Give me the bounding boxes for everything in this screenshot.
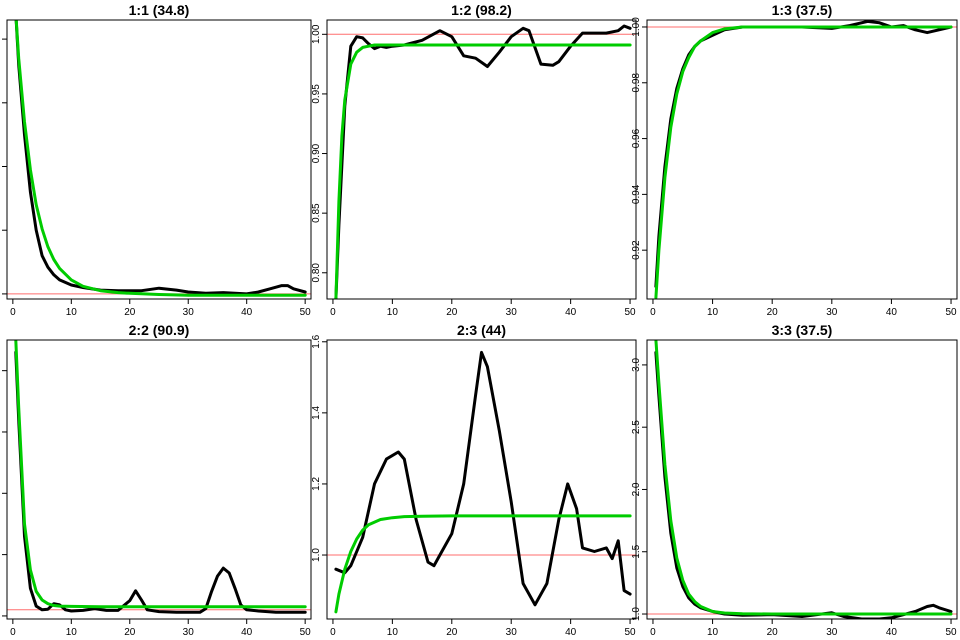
panel-title: 1:1 (34.8) (129, 2, 190, 18)
y-tick-label: 1.0 (311, 548, 322, 562)
x-tick-label: 10 (66, 627, 78, 638)
series-mean-line (334, 350, 632, 607)
x-tick-label: 40 (565, 307, 577, 318)
x-tick-label: 10 (707, 307, 719, 318)
x-tick-label: 30 (183, 307, 195, 318)
panel-title: 2:2 (90.9) (129, 322, 190, 338)
y-tick-label: 1.00 (631, 17, 642, 37)
y-tick-label: 0.95 (311, 84, 322, 104)
x-tick-label: 10 (66, 307, 78, 318)
panel-title: 3:3 (37.5) (772, 322, 833, 338)
plot-frame (326, 19, 637, 300)
x-tick-label: 30 (826, 307, 838, 318)
series-mean-line (14, 20, 307, 296)
plot-frame (6, 19, 312, 300)
y-tick-label: 30 (0, 426, 2, 438)
y-tick-label: 10 (0, 549, 2, 561)
x-tick-label: 20 (767, 307, 779, 318)
panel-6: 3:3 (37.5) 0 10 20 30 40 50 1.0 1.5 2.0 2.5 3.0 (631, 322, 958, 638)
panel-4: 2:2 (90.9) 0 10 20 30 40 50 0 10 20 30 40 (0, 322, 312, 638)
panel-1: 1:1 (34.8) 0 10 20 30 40 50 1.000 1.001 1.002 1.00… (0, 2, 312, 318)
y-tick-label: 1.0 (631, 607, 642, 621)
x-tick-label: 0 (10, 627, 16, 638)
x-tick-label: 20 (124, 307, 136, 318)
x-tick-label: 50 (624, 627, 636, 638)
series-fit-line (654, 340, 953, 616)
x-tick-label: 20 (767, 627, 779, 638)
y-tick-label: 1.4 (311, 405, 322, 419)
x-tick-label: 30 (506, 627, 518, 638)
panel-title: 1:3 (37.5) (772, 2, 833, 18)
panel-2: 1:2 (98.2) 0 10 20 30 40 50 0.80 0.85 0.90 0.95 1.0… (311, 2, 637, 318)
x-tick-label: 50 (300, 307, 312, 318)
x-tick-label: 0 (330, 307, 336, 318)
y-tick-label: 0 (0, 613, 2, 619)
x-tick-label: 40 (241, 627, 253, 638)
y-tick-label: 0.90 (311, 143, 322, 163)
y-tick-label: 1.2 (311, 477, 322, 491)
x-tick-label: 10 (387, 307, 399, 318)
x-tick-label: 0 (650, 627, 656, 638)
x-tick-label: 50 (624, 307, 636, 318)
x-tick-label: 30 (506, 307, 518, 318)
x-tick-label: 0 (10, 307, 16, 318)
series-fit-line (334, 514, 632, 614)
y-tick-label: 1.000 (0, 281, 2, 306)
plot-frame (6, 339, 312, 620)
plot-frame (646, 19, 958, 300)
y-tick-label: 1.001 (0, 217, 2, 242)
x-tick-label: 50 (945, 307, 957, 318)
series-fit-line (14, 340, 307, 609)
x-tick-label: 30 (183, 627, 195, 638)
y-tick-label: 0.85 (311, 203, 322, 223)
x-tick-label: 10 (707, 627, 719, 638)
series-mean-line (14, 350, 307, 614)
y-tick-label: 1.004 (0, 26, 2, 51)
y-tick-label: 0.98 (631, 73, 642, 93)
y-tick-label: 2.5 (631, 420, 642, 434)
y-tick-label: 1.5 (631, 544, 642, 558)
series-fit-line (14, 20, 307, 297)
x-tick-label: 40 (241, 307, 253, 318)
x-tick-label: 40 (886, 627, 898, 638)
series-mean-line (654, 20, 953, 288)
series-mean-line (334, 24, 632, 299)
x-tick-label: 40 (886, 307, 898, 318)
x-tick-label: 20 (124, 627, 136, 638)
x-tick-label: 50 (945, 627, 957, 638)
panel-title: 1:2 (98.2) (451, 2, 512, 18)
y-tick-label: 3.0 (631, 358, 642, 372)
panel-5: 2:3 (44) 0 10 20 30 40 50 1.0 1.2 1.4 1.6 (311, 322, 637, 638)
y-tick-label: 1.6 (311, 334, 322, 348)
y-tick-label: 1.00 (311, 24, 322, 44)
y-tick-label: 2.0 (631, 482, 642, 496)
series-fit-line (654, 25, 953, 299)
y-tick-label: 0.94 (631, 184, 642, 204)
x-tick-label: 0 (650, 307, 656, 318)
plot-frame (326, 339, 637, 620)
panel-3: 1:3 (37.5) 0 10 20 30 40 50 0.92 0.94 0.96 0.98 1.0… (631, 2, 958, 318)
plot-frame (646, 339, 958, 620)
x-tick-label: 50 (300, 627, 312, 638)
x-tick-label: 20 (446, 627, 458, 638)
y-tick-label: 20 (0, 487, 2, 499)
y-tick-label: 1.003 (0, 90, 2, 115)
y-tick-label: 0.92 (631, 240, 642, 260)
y-tick-label: 1.002 (0, 154, 2, 179)
x-tick-label: 30 (826, 627, 838, 638)
y-tick-label: 0.96 (631, 128, 642, 148)
panel-title: 2:3 (44) (457, 322, 506, 338)
series-mean-line (654, 351, 953, 619)
y-tick-label: 40 (0, 365, 2, 377)
y-tick-label: 0.80 (311, 263, 322, 283)
x-tick-label: 40 (565, 627, 577, 638)
x-tick-label: 20 (446, 307, 458, 318)
series-fit-line (334, 43, 632, 299)
x-tick-label: 10 (387, 627, 399, 638)
x-tick-label: 0 (330, 627, 336, 638)
